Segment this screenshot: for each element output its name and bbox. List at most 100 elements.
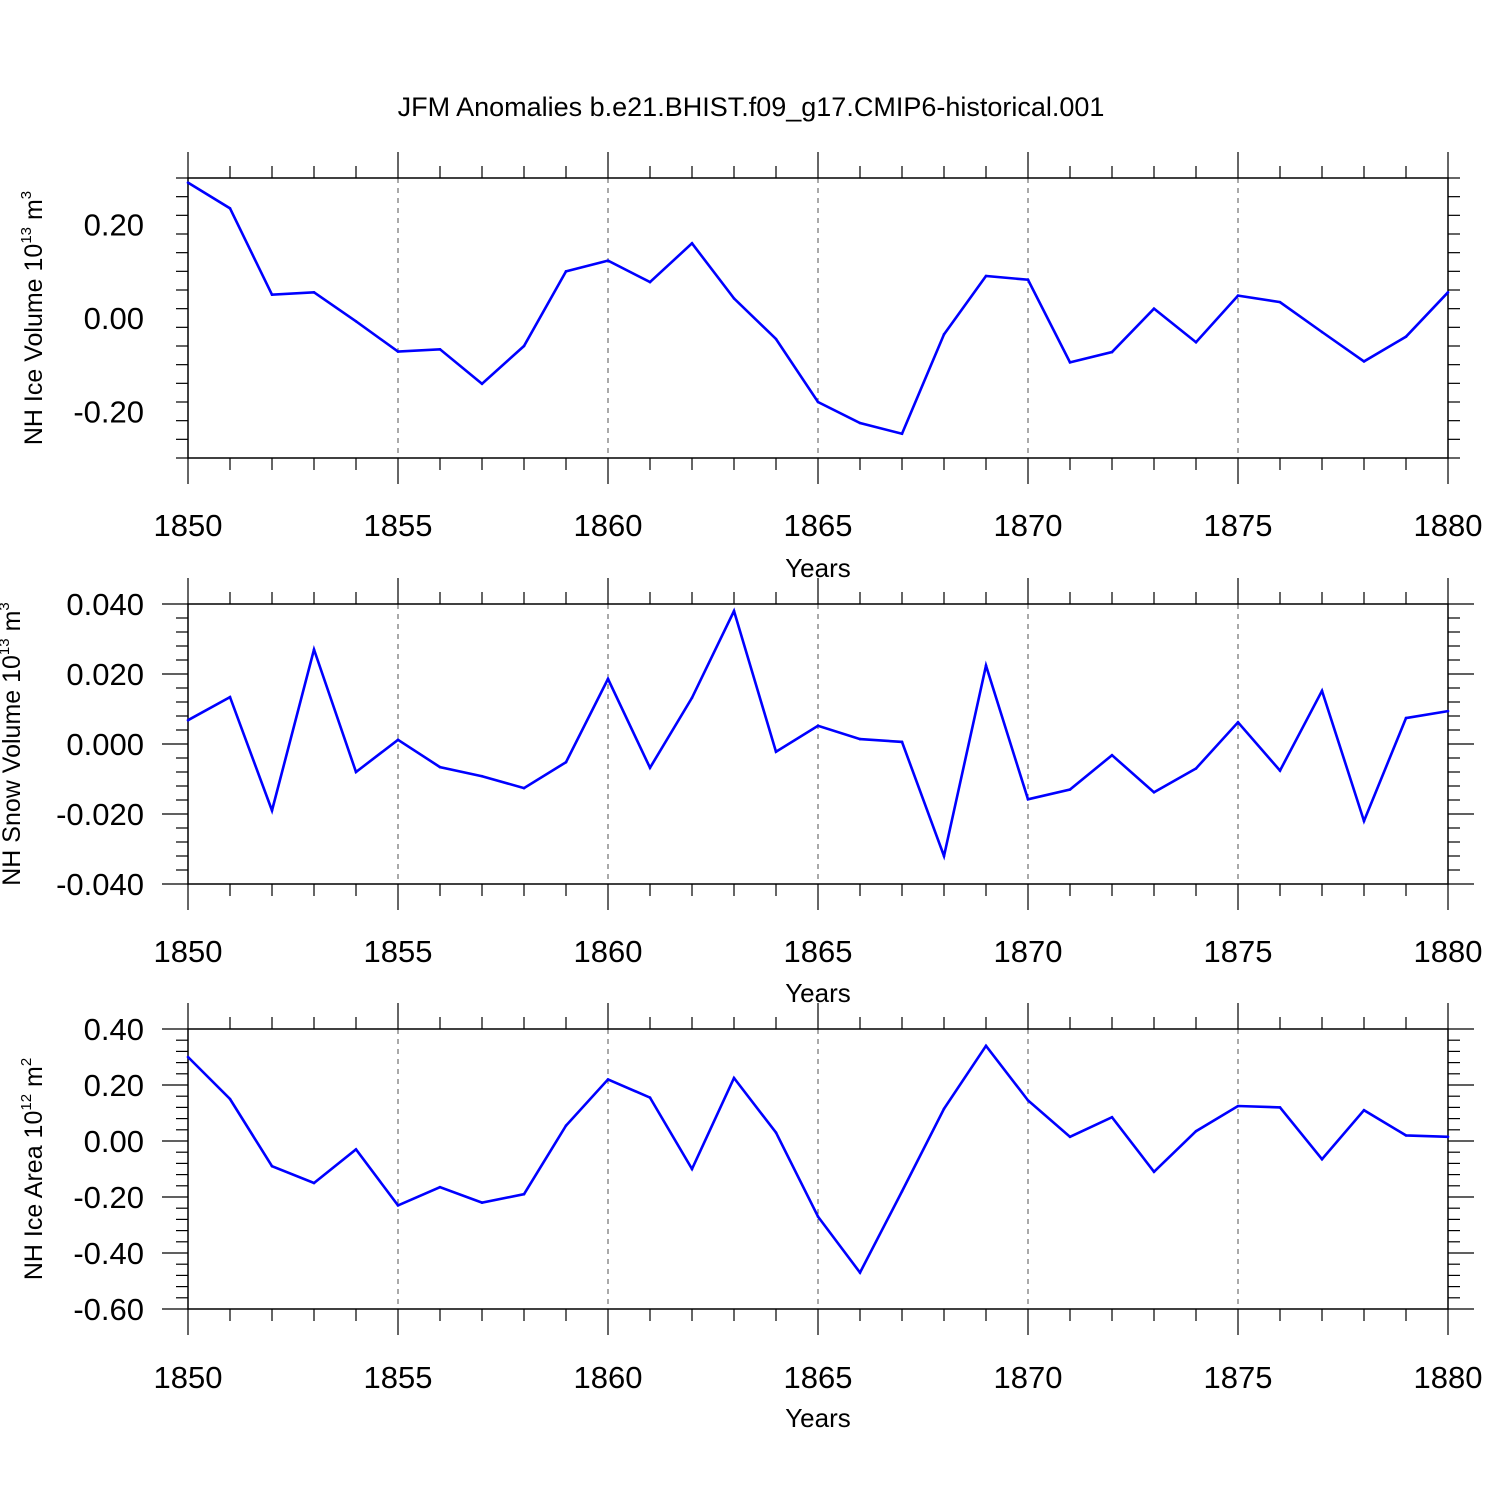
data-point bbox=[1236, 1104, 1240, 1108]
x-tick-label: 1850 bbox=[154, 934, 223, 969]
y-tick-label: 0.020 bbox=[66, 657, 144, 692]
data-point bbox=[1194, 1129, 1198, 1133]
data-point bbox=[1404, 716, 1408, 720]
data-point bbox=[522, 786, 526, 790]
y-axis-title: NH Ice Area 1012 m2 bbox=[18, 1058, 48, 1280]
x-tick-label: 1860 bbox=[574, 508, 643, 543]
x-tick-label: 1865 bbox=[784, 508, 853, 543]
x-tick-label: 1875 bbox=[1204, 508, 1273, 543]
data-point bbox=[1362, 1108, 1366, 1112]
y-axis-title: NH Ice Volume 1013 m3 bbox=[18, 191, 48, 445]
data-point bbox=[774, 1131, 778, 1134]
data-point bbox=[732, 297, 736, 300]
data-point bbox=[480, 382, 484, 386]
y-title-superscript: 3 bbox=[18, 191, 35, 199]
data-point bbox=[1446, 709, 1450, 713]
data-point bbox=[1110, 350, 1114, 354]
y-tick-label: -0.60 bbox=[73, 1292, 144, 1327]
data-point bbox=[522, 344, 526, 348]
data-point bbox=[900, 432, 904, 436]
data-point bbox=[1110, 1115, 1114, 1119]
data-point bbox=[1194, 767, 1198, 770]
y-tick-label: 0.00 bbox=[84, 301, 144, 336]
data-point bbox=[1278, 300, 1282, 304]
data-point bbox=[816, 400, 820, 404]
data-point bbox=[984, 274, 988, 278]
chart-panel-2: -0.040 -0.020 0.000 0.020 0.040 1850 1855 1860 1… bbox=[0, 578, 1482, 1008]
data-point bbox=[396, 1204, 400, 1207]
data-point bbox=[312, 291, 316, 294]
data-point bbox=[774, 750, 778, 753]
data-point bbox=[984, 664, 988, 667]
x-tick-label: 1870 bbox=[994, 1360, 1063, 1395]
x-tick-label: 1880 bbox=[1414, 1360, 1483, 1395]
data-point bbox=[1362, 360, 1366, 363]
y-title-superscript: 13 bbox=[0, 638, 13, 655]
data-point bbox=[984, 1044, 988, 1048]
data-point bbox=[648, 1096, 652, 1099]
data-point bbox=[816, 724, 820, 728]
data-point bbox=[312, 1181, 316, 1185]
data-point bbox=[1026, 798, 1030, 801]
y-tick-label: 0.20 bbox=[84, 1068, 144, 1103]
y-title-superscript: 13 bbox=[18, 227, 35, 244]
y-tick-label: 0.40 bbox=[84, 1012, 144, 1047]
data-point bbox=[1404, 335, 1408, 338]
x-tick-label: 1880 bbox=[1414, 508, 1483, 543]
data-point bbox=[438, 1185, 442, 1189]
y-tick-label: 0.20 bbox=[84, 208, 144, 243]
data-point bbox=[816, 1215, 820, 1218]
data-point bbox=[1446, 291, 1450, 294]
data-point bbox=[606, 1078, 610, 1081]
data-point bbox=[858, 1271, 862, 1274]
data-point bbox=[732, 1076, 736, 1080]
data-point bbox=[228, 695, 232, 699]
data-point bbox=[690, 1167, 694, 1171]
data-point bbox=[900, 740, 904, 744]
data-point bbox=[354, 770, 358, 774]
y-title-superscript: 3 bbox=[0, 602, 13, 610]
data-point bbox=[1236, 721, 1240, 724]
data-point bbox=[1068, 788, 1072, 791]
data-point bbox=[1362, 819, 1366, 823]
x-tick-label: 1865 bbox=[784, 1360, 853, 1395]
data-point bbox=[354, 319, 358, 323]
data-point bbox=[312, 648, 316, 651]
data-point bbox=[1236, 294, 1240, 297]
data-point bbox=[438, 347, 442, 351]
data-point bbox=[186, 1055, 190, 1059]
y-tick-label: -0.020 bbox=[56, 797, 144, 832]
data-point bbox=[564, 760, 568, 764]
data-point bbox=[942, 854, 946, 858]
data-point bbox=[1194, 340, 1198, 344]
x-tick-label: 1855 bbox=[364, 1360, 433, 1395]
x-tick-label: 1875 bbox=[1204, 934, 1273, 969]
data-point bbox=[228, 207, 232, 210]
data-point bbox=[1446, 1135, 1450, 1139]
data-point bbox=[690, 696, 694, 700]
data-point bbox=[648, 766, 652, 770]
data-point bbox=[690, 242, 694, 245]
y-title-part: m bbox=[20, 199, 48, 227]
data-point bbox=[564, 1124, 568, 1127]
data-point bbox=[1278, 1106, 1282, 1109]
panels: -0.20 0.00 0.20 1850 1855 1860 1865 1870 1875 188… bbox=[0, 152, 1482, 1433]
data-point bbox=[1278, 769, 1282, 772]
data-point bbox=[1320, 689, 1324, 693]
y-tick-label: 0.00 bbox=[84, 1124, 144, 1159]
data-point bbox=[1320, 330, 1324, 334]
data-point bbox=[900, 1190, 904, 1193]
x-tick-label: 1855 bbox=[364, 508, 433, 543]
y-title-superscript: 12 bbox=[18, 1094, 35, 1111]
data-point bbox=[606, 259, 610, 262]
data-point bbox=[438, 765, 442, 769]
data-point bbox=[1152, 1170, 1156, 1174]
x-tick-label: 1850 bbox=[154, 508, 223, 543]
data-point bbox=[564, 270, 568, 273]
data-point bbox=[1152, 791, 1156, 794]
data-point bbox=[942, 1107, 946, 1111]
data-point bbox=[606, 677, 610, 681]
chart-panel-3: -0.60 -0.40 -0.20 0.00 0.20 0.40 1850 1855 1860 1… bbox=[18, 1003, 1482, 1433]
data-point bbox=[1404, 1134, 1408, 1137]
